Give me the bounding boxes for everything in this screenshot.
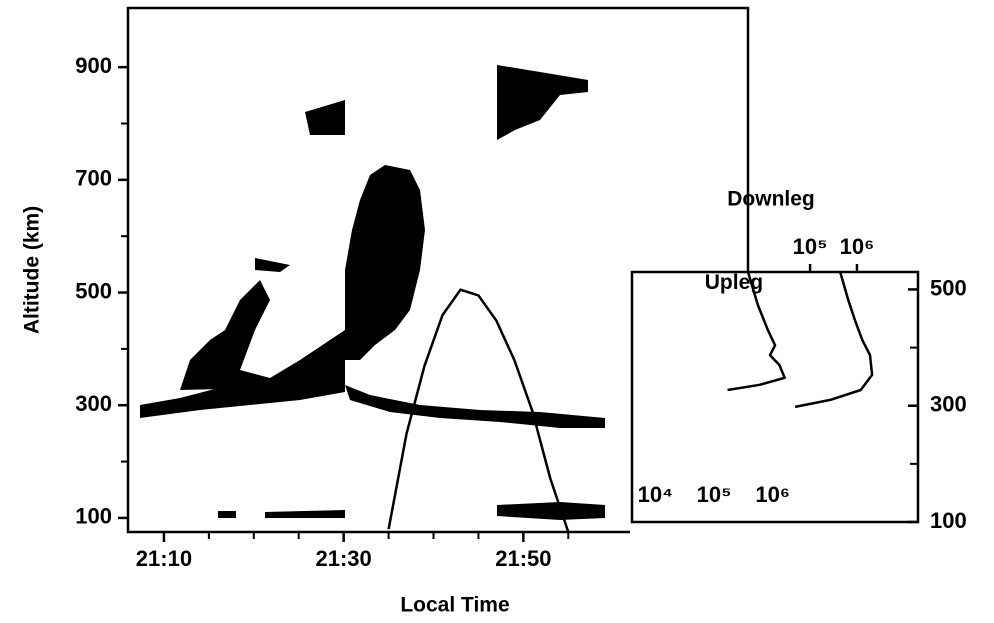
x-tick-label: 21:30	[316, 546, 372, 571]
inset-frame	[630, 270, 920, 524]
y-tick-label: 500	[930, 275, 967, 300]
echo-region	[305, 100, 345, 135]
x-tick-label: 21:10	[136, 546, 192, 571]
y-tick-label: 100	[75, 504, 112, 529]
echo-region	[497, 502, 605, 520]
x-tick-label: 10⁵	[697, 482, 732, 507]
echo-regions	[140, 65, 605, 520]
x-tick-label: 10⁶	[755, 482, 790, 507]
series-line	[387, 288, 570, 533]
plot-frame	[126, 6, 750, 534]
inset-chart: 100 300 500 10⁴ 10⁵ 10⁶ 10⁵ 10⁶ Upleg Downleg	[638, 188, 967, 533]
y-tick-label: 300	[75, 391, 112, 416]
mask	[630, 523, 752, 537]
y-tick-label: 500	[75, 278, 112, 303]
y-tick-label: 100	[930, 508, 967, 533]
legend-label: Downleg	[727, 188, 815, 211]
y-tick-label: 700	[75, 166, 112, 191]
x-axis-label: Local Time	[400, 594, 509, 617]
x2-tick-label: 10⁶	[840, 234, 875, 259]
echo-region	[345, 165, 425, 360]
echo-region	[497, 65, 588, 140]
y-tick-label: 900	[75, 53, 112, 78]
x-tick-label: 21:50	[495, 546, 551, 571]
series-line	[727, 271, 786, 392]
echo-region	[345, 385, 605, 428]
echo-region	[265, 510, 345, 518]
x2-tick-label: 10⁵	[793, 234, 828, 259]
y-axis-label: Altitude (km)	[21, 206, 44, 334]
legend-label: Upleg	[705, 271, 763, 294]
echo-region	[180, 280, 345, 390]
echo-region	[255, 258, 290, 272]
y-tick-label: 300	[930, 392, 967, 417]
echo-region	[218, 511, 236, 518]
main-chart: 100 300 500 700 900 21:10 21:30 21:50 Local Time…	[21, 53, 570, 617]
series-line	[794, 271, 874, 409]
echo-region	[140, 340, 345, 418]
x-tick-label: 10⁴	[638, 482, 673, 507]
